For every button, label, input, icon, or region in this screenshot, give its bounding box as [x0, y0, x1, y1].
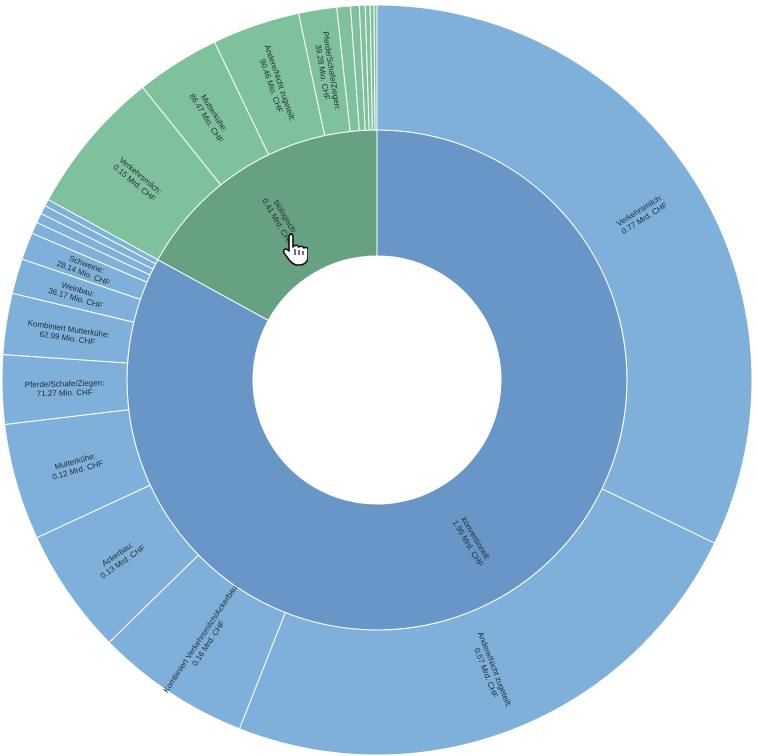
sunburst-outer-konventionell-andere-nicht-zugeteilt[interactable] — [238, 488, 716, 756]
sunburst-outer-konventionell-verkehrsmilch[interactable] — [376, 4, 753, 544]
sunburst-outer-biologisch-segment-9[interactable] — [373, 4, 378, 131]
outer-label-konventionell-pferde-schafe-ziegen: Pferde/Schafe/Ziegen:71.27 Mio. CHF — [25, 378, 105, 398]
